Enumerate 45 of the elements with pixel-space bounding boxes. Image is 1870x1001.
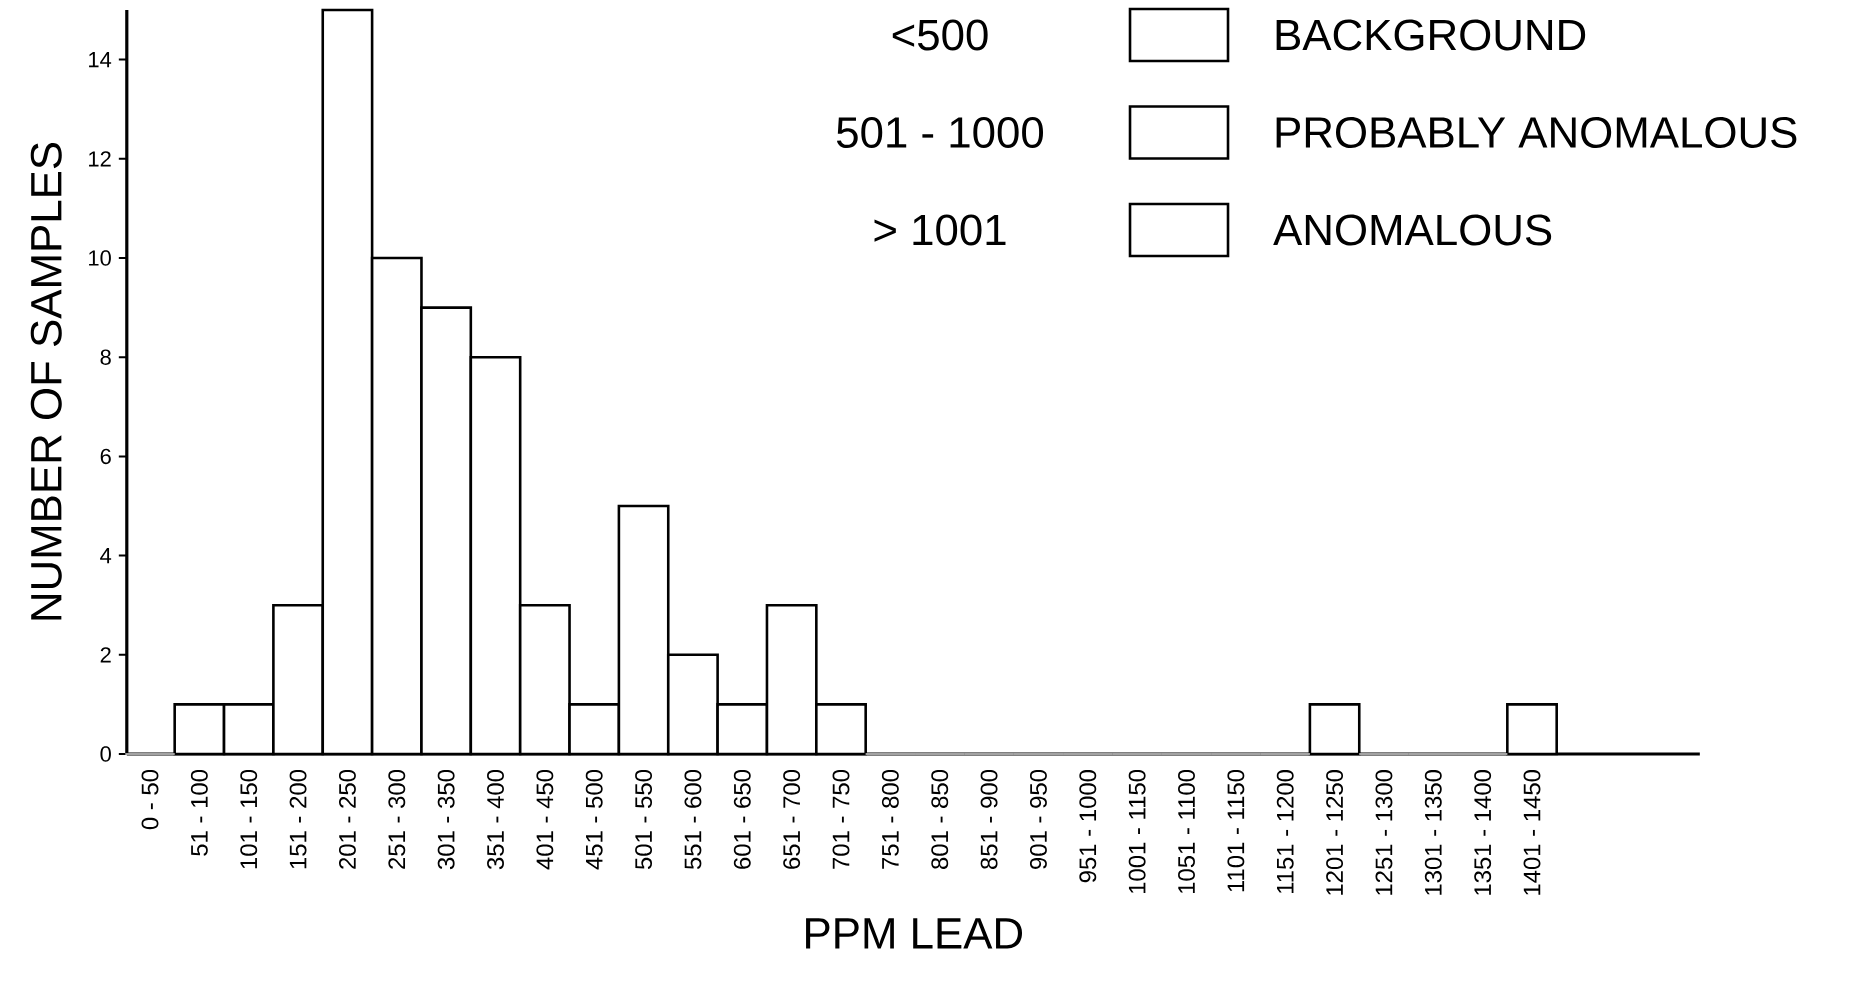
x-tick-label: 251 - 300 xyxy=(388,769,406,869)
x-tick-label: 1301 - 1350 xyxy=(1424,769,1442,895)
x-tick-label: 0 - 50 xyxy=(141,769,159,830)
x-tick-label: 351 - 400 xyxy=(487,769,504,870)
x-tick-label: 151 - 200 xyxy=(289,769,307,869)
x-tick-label: 901 - 950 xyxy=(1029,769,1047,869)
x-tick-label: 401 - 450 xyxy=(536,769,554,870)
y-tick-label: 12 xyxy=(89,151,111,167)
y-axis-title: NUMBER OF SAMPLES xyxy=(30,142,62,620)
y-tick-label: 6 xyxy=(100,448,111,465)
legend-label: BACKGROUND xyxy=(1276,19,1586,51)
y-tick-label: 4 xyxy=(100,548,112,564)
x-tick-label: 501 - 550 xyxy=(635,769,653,870)
x-tick-label: 801 - 850 xyxy=(931,769,949,870)
y-tick-label: 2 xyxy=(100,647,111,663)
y-tick-label: 8 xyxy=(100,349,111,365)
x-tick-label: 451 - 500 xyxy=(585,769,603,870)
x-tick-label: 301 - 350 xyxy=(437,769,455,870)
annotation: 501 - 1000 xyxy=(836,116,1044,149)
x-tick-label: 651 - 700 xyxy=(783,769,801,869)
annotation: <500 xyxy=(892,19,988,51)
x-axis-title: PPM LEAD xyxy=(806,918,1023,949)
x-tick-label: 201 - 250 xyxy=(338,769,356,869)
legend-label: PROBABLY ANOMALOUS xyxy=(1276,116,1797,149)
x-tick-label: 1251 - 1300 xyxy=(1375,769,1393,895)
x-tick-label: 1101 - 1150 xyxy=(1227,769,1245,892)
legend-label: ANOMALOUS xyxy=(1273,214,1552,246)
x-tick-label: 101 - 150 xyxy=(240,769,258,869)
x-tick-label: 751 - 800 xyxy=(881,769,899,869)
annotation: > 1001 xyxy=(874,214,1006,246)
x-tick-label: 1001 - 1150 xyxy=(1128,769,1146,894)
x-tick-label: 851 - 900 xyxy=(980,769,998,870)
y-tick-label: 0 xyxy=(100,746,111,762)
x-tick-label: 951 - 1000 xyxy=(1079,769,1097,883)
x-tick-label: 1351 - 1400 xyxy=(1474,769,1492,895)
y-tick-label: 14 xyxy=(89,52,112,68)
x-tick-label: 1051 - 1100 xyxy=(1178,769,1195,894)
x-tick-label: 1401 - 1450 xyxy=(1523,769,1541,895)
x-tick-label: 701 - 750 xyxy=(832,769,850,869)
x-tick-label: 551 - 600 xyxy=(684,769,702,870)
x-tick-label: 1201 - 1250 xyxy=(1326,769,1344,895)
x-tick-label: 51 - 100 xyxy=(190,769,208,856)
y-tick-label: 10 xyxy=(89,250,111,266)
x-tick-label: 601 - 650 xyxy=(733,769,751,869)
x-tick-label: 1151 - 1200 xyxy=(1276,769,1294,894)
